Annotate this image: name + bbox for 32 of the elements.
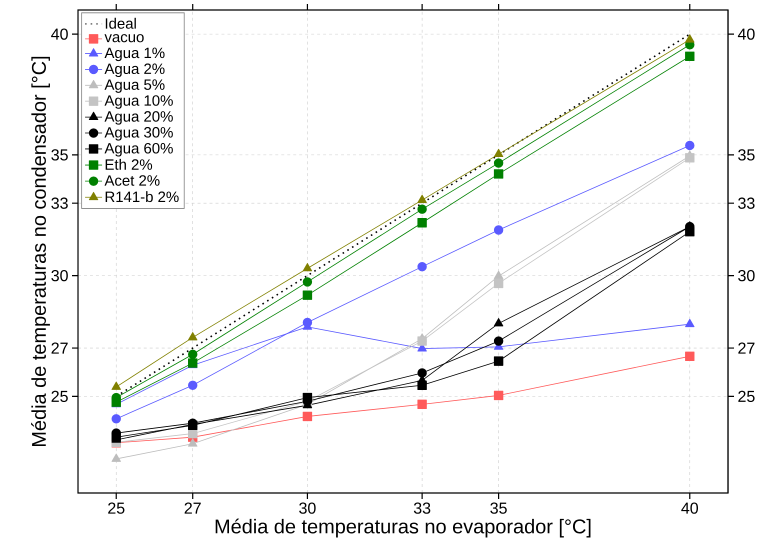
legend-label: Agua 1% bbox=[104, 48, 165, 62]
y-tick-label: 25 bbox=[52, 390, 68, 402]
y2-tick-label: 25 bbox=[738, 390, 755, 402]
y-tick-label: 35 bbox=[51, 149, 68, 161]
y-tick-label: 30 bbox=[51, 270, 68, 282]
x-tick-label: 25 bbox=[108, 502, 124, 514]
legend-label: Agua 2% bbox=[104, 63, 165, 77]
y-tick-label: 33 bbox=[51, 198, 68, 209]
y-axis-title: Média de temperaturas no condensador [°C] bbox=[31, 56, 50, 446]
legend-label: Acet 2% bbox=[104, 175, 160, 186]
y2-tick-label: 30 bbox=[738, 270, 755, 282]
y2-tick-label: 33 bbox=[738, 198, 755, 209]
legend-label: Agua 60% bbox=[104, 142, 173, 157]
x-tick-label: 33 bbox=[414, 502, 430, 514]
x-tick-label: 35 bbox=[490, 502, 507, 514]
x-tick-label: 40 bbox=[681, 502, 698, 514]
legend-label: Agua 5% bbox=[104, 79, 165, 93]
x-axis-title: Média de temperaturas no evaporador [°C] bbox=[216, 518, 590, 538]
legend-label: R141-b 2% bbox=[106, 191, 179, 202]
legend-label: Ideal bbox=[106, 18, 136, 29]
legend-label: vacuo bbox=[104, 34, 144, 42]
y2-tick-label: 35 bbox=[738, 149, 755, 161]
legend-label: Agua 30% bbox=[104, 127, 173, 141]
y-tick-label: 27 bbox=[52, 342, 68, 354]
x-tick-label: 30 bbox=[299, 502, 316, 514]
legend-label: Eth 2% bbox=[106, 158, 152, 170]
legend-label: Agua 10% bbox=[104, 95, 173, 109]
legend-label: Agua 20% bbox=[104, 111, 173, 125]
y2-tick-label: 40 bbox=[738, 28, 755, 40]
x-tick-label: 27 bbox=[184, 502, 201, 514]
y2-tick-label: 27 bbox=[738, 342, 754, 354]
y-tick-label: 40 bbox=[51, 28, 68, 40]
